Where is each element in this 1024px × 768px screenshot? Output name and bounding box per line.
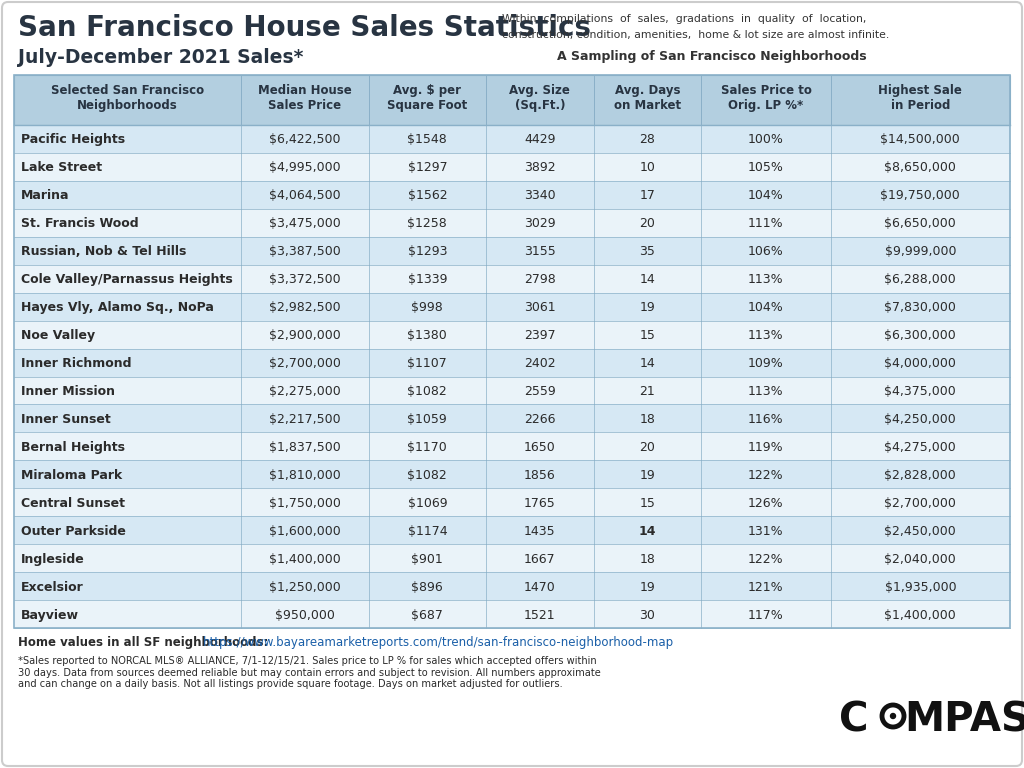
Text: Home values in all SF neighborhoods:: Home values in all SF neighborhoods: [18, 636, 272, 649]
Text: St. Francis Wood: St. Francis Wood [22, 217, 138, 230]
Text: 104%: 104% [749, 190, 783, 202]
Text: 2397: 2397 [524, 329, 556, 342]
Text: $2,450,000: $2,450,000 [885, 525, 956, 538]
Text: 104%: 104% [749, 301, 783, 314]
Text: $1059: $1059 [408, 413, 447, 426]
Text: July-December 2021 Sales*: July-December 2021 Sales* [18, 48, 303, 67]
Text: Highest Sale
in Period: Highest Sale in Period [879, 84, 963, 112]
Text: 3061: 3061 [524, 301, 556, 314]
Text: 109%: 109% [749, 357, 783, 370]
Bar [14, 209, 1010, 237]
Bar [14, 349, 1010, 376]
Bar [14, 265, 1010, 293]
Text: 100%: 100% [749, 134, 784, 147]
Text: 119%: 119% [749, 441, 783, 454]
Text: $1,400,000: $1,400,000 [269, 553, 341, 566]
Bar [14, 181, 1010, 209]
Text: 113%: 113% [749, 385, 783, 398]
Text: Inner Sunset: Inner Sunset [22, 413, 111, 426]
Text: Sales Price to
Orig. LP %*: Sales Price to Orig. LP %* [721, 84, 811, 112]
Bar [14, 460, 1010, 488]
Text: $1562: $1562 [408, 190, 447, 202]
Text: $901: $901 [412, 553, 443, 566]
Text: 15: 15 [640, 329, 655, 342]
Text: 117%: 117% [749, 608, 783, 621]
Text: $896: $896 [412, 581, 443, 594]
Text: 14: 14 [640, 357, 655, 370]
Bar [14, 75, 1010, 628]
Text: Avg. $ per
Square Foot: Avg. $ per Square Foot [387, 84, 468, 112]
Text: 35: 35 [640, 245, 655, 258]
Text: $1069: $1069 [408, 497, 447, 510]
Text: $1293: $1293 [408, 245, 447, 258]
Text: Inner Richmond: Inner Richmond [22, 357, 131, 370]
Text: $1339: $1339 [408, 273, 447, 286]
Text: Noe Valley: Noe Valley [22, 329, 95, 342]
Text: Avg. Days
on Market: Avg. Days on Market [614, 84, 681, 112]
Bar [14, 405, 1010, 432]
Bar [14, 125, 1010, 153]
Text: 111%: 111% [749, 217, 783, 230]
Text: 10: 10 [640, 161, 655, 174]
Text: 1650: 1650 [524, 441, 556, 454]
Text: Russian, Nob & Tel Hills: Russian, Nob & Tel Hills [22, 245, 186, 258]
Text: $6,650,000: $6,650,000 [885, 217, 956, 230]
Text: $1297: $1297 [408, 161, 447, 174]
Text: Bernal Heights: Bernal Heights [22, 441, 125, 454]
Text: $8,650,000: $8,650,000 [885, 161, 956, 174]
Text: 106%: 106% [749, 245, 783, 258]
Bar [14, 432, 1010, 460]
Text: $687: $687 [412, 608, 443, 621]
Text: 116%: 116% [749, 413, 783, 426]
Text: C: C [839, 700, 868, 740]
Bar [14, 488, 1010, 516]
Text: $1,935,000: $1,935,000 [885, 581, 956, 594]
Text: $2,700,000: $2,700,000 [269, 357, 341, 370]
Text: 3029: 3029 [524, 217, 556, 230]
Text: Bayview: Bayview [22, 608, 79, 621]
Text: $1548: $1548 [408, 134, 447, 147]
Text: Outer Parkside: Outer Parkside [22, 525, 126, 538]
Text: 30: 30 [640, 608, 655, 621]
Text: 122%: 122% [749, 553, 783, 566]
Text: 131%: 131% [749, 525, 783, 538]
Text: 21: 21 [640, 385, 655, 398]
Circle shape [891, 713, 896, 719]
Text: 15: 15 [640, 497, 655, 510]
Text: 2266: 2266 [524, 413, 556, 426]
Text: $1380: $1380 [408, 329, 447, 342]
Bar [14, 600, 1010, 628]
Text: $1258: $1258 [408, 217, 447, 230]
Text: 1765: 1765 [524, 497, 556, 510]
Text: 113%: 113% [749, 329, 783, 342]
Text: Central Sunset: Central Sunset [22, 497, 125, 510]
Text: 113%: 113% [749, 273, 783, 286]
Text: Excelsior: Excelsior [22, 581, 84, 594]
Text: $950,000: $950,000 [274, 608, 335, 621]
Text: 3892: 3892 [524, 161, 556, 174]
Text: $1,750,000: $1,750,000 [269, 497, 341, 510]
Text: 14: 14 [640, 273, 655, 286]
Bar [14, 75, 1010, 125]
Text: Cole Valley/Parnassus Heights: Cole Valley/Parnassus Heights [22, 273, 232, 286]
Text: $3,475,000: $3,475,000 [269, 217, 341, 230]
Text: $9,999,000: $9,999,000 [885, 245, 956, 258]
Text: $4,375,000: $4,375,000 [885, 385, 956, 398]
Bar [14, 545, 1010, 572]
Text: 18: 18 [640, 413, 655, 426]
Text: $1082: $1082 [408, 385, 447, 398]
Text: $2,828,000: $2,828,000 [885, 468, 956, 482]
Text: 20: 20 [640, 217, 655, 230]
Text: 28: 28 [640, 134, 655, 147]
Text: $1,400,000: $1,400,000 [885, 608, 956, 621]
Text: $1174: $1174 [408, 525, 447, 538]
Text: 14: 14 [639, 525, 656, 538]
Text: 122%: 122% [749, 468, 783, 482]
Text: $6,288,000: $6,288,000 [885, 273, 956, 286]
Text: $3,387,500: $3,387,500 [269, 245, 341, 258]
Text: Marina: Marina [22, 190, 70, 202]
Text: $19,750,000: $19,750,000 [881, 190, 961, 202]
Text: construction, condition, amenities,  home & lot size are almost infinite.: construction, condition, amenities, home… [502, 30, 889, 40]
Text: $3,372,500: $3,372,500 [269, 273, 341, 286]
